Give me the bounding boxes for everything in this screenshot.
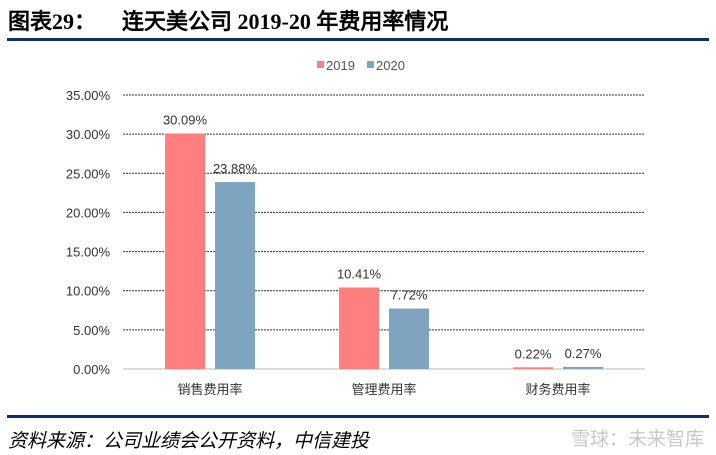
y-tick-label: 10.00%	[66, 284, 111, 299]
x-category-label: 销售费用率	[177, 382, 242, 397]
x-category-label: 财务费用率	[525, 382, 590, 397]
legend-label-2019: 2019	[326, 58, 355, 73]
figure-title-text: 连天美公司 2019-20 年费用率情况	[122, 9, 449, 34]
bar-2019	[165, 133, 205, 369]
top-rule	[7, 38, 709, 41]
data-label: 10.41%	[337, 267, 382, 282]
source-note: 资料来源：公司业绩会公开资料，中信建投	[8, 431, 370, 452]
y-tick-label: 20.00%	[66, 205, 111, 220]
figure-label: 图表29：	[8, 9, 97, 34]
bar-2020	[389, 308, 429, 369]
legend-label-2020: 2020	[376, 58, 405, 73]
legend-swatch-2019	[317, 61, 324, 68]
y-tick-label: 35.00%	[66, 88, 111, 103]
legend-swatch-2020	[367, 61, 374, 68]
data-label: 30.09%	[163, 112, 208, 127]
data-label: 0.27%	[565, 346, 602, 361]
x-category-label: 管理费用率	[351, 382, 416, 397]
bar-2020	[563, 366, 603, 369]
y-tick-label: 5.00%	[73, 323, 110, 338]
bar-2019	[513, 367, 553, 369]
data-label: 23.88%	[213, 161, 258, 176]
data-label: 7.72%	[391, 288, 428, 303]
bar-2019	[339, 287, 379, 369]
y-tick-label: 30.00%	[66, 127, 111, 142]
y-tick-label: 25.00%	[66, 166, 111, 181]
bottom-rule	[7, 415, 709, 418]
watermark: 雪球：未来智库	[570, 429, 704, 450]
y-tick-label: 15.00%	[66, 245, 111, 260]
bar-2020	[215, 182, 255, 369]
y-tick-label: 0.00%	[73, 362, 110, 377]
figure-title: 图表29： 连天美公司 2019-20 年费用率情况	[8, 4, 448, 36]
data-label: 0.22%	[515, 346, 552, 361]
